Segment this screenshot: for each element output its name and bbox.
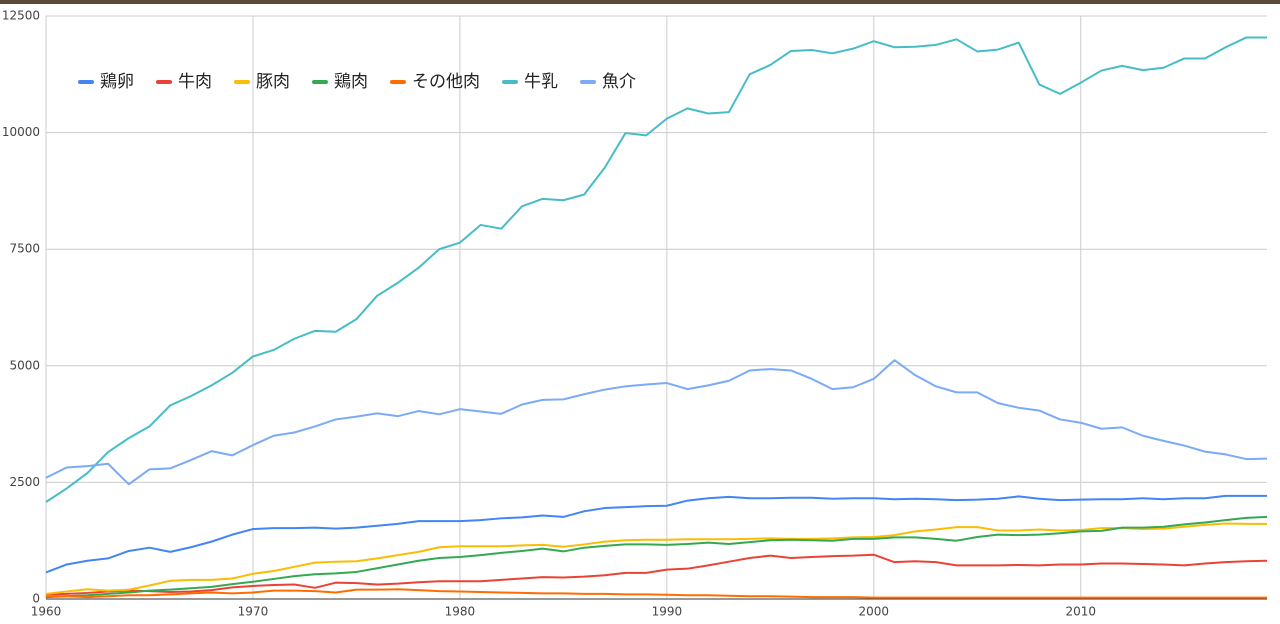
series-line: [46, 588, 1267, 599]
legend-label: 鶏肉: [334, 72, 368, 92]
legend-label: 豚肉: [256, 72, 290, 92]
x-tick-label: 1970: [238, 605, 269, 619]
x-tick-label: 1960: [31, 605, 62, 619]
legend-label: 魚介: [602, 72, 636, 92]
top-border: [0, 0, 1280, 4]
x-tick-label: 2010: [1065, 605, 1096, 619]
y-tick-label: 0: [32, 592, 40, 606]
y-tick-label: 2500: [9, 475, 40, 489]
legend-label: 鶏卵: [100, 72, 134, 92]
y-tick-label: 12500: [2, 9, 40, 23]
legend-label: その他肉: [412, 72, 480, 92]
series-line: [45, 36, 1267, 503]
x-tick-label: 1990: [652, 605, 683, 619]
y-tick-label: 7500: [9, 242, 40, 256]
series-line: [45, 359, 1268, 486]
series-line: [45, 553, 1268, 596]
x-tick-label: 2000: [859, 605, 890, 619]
y-tick-label: 10000: [2, 125, 40, 139]
series-line: [45, 522, 1267, 595]
series-line: [45, 494, 1267, 574]
x-tick-label: 1980: [445, 605, 476, 619]
y-tick-label: 5000: [9, 358, 40, 372]
legend-label: 牛乳: [524, 72, 558, 92]
legend-label: 牛肉: [178, 72, 212, 92]
series-line: [45, 515, 1268, 599]
